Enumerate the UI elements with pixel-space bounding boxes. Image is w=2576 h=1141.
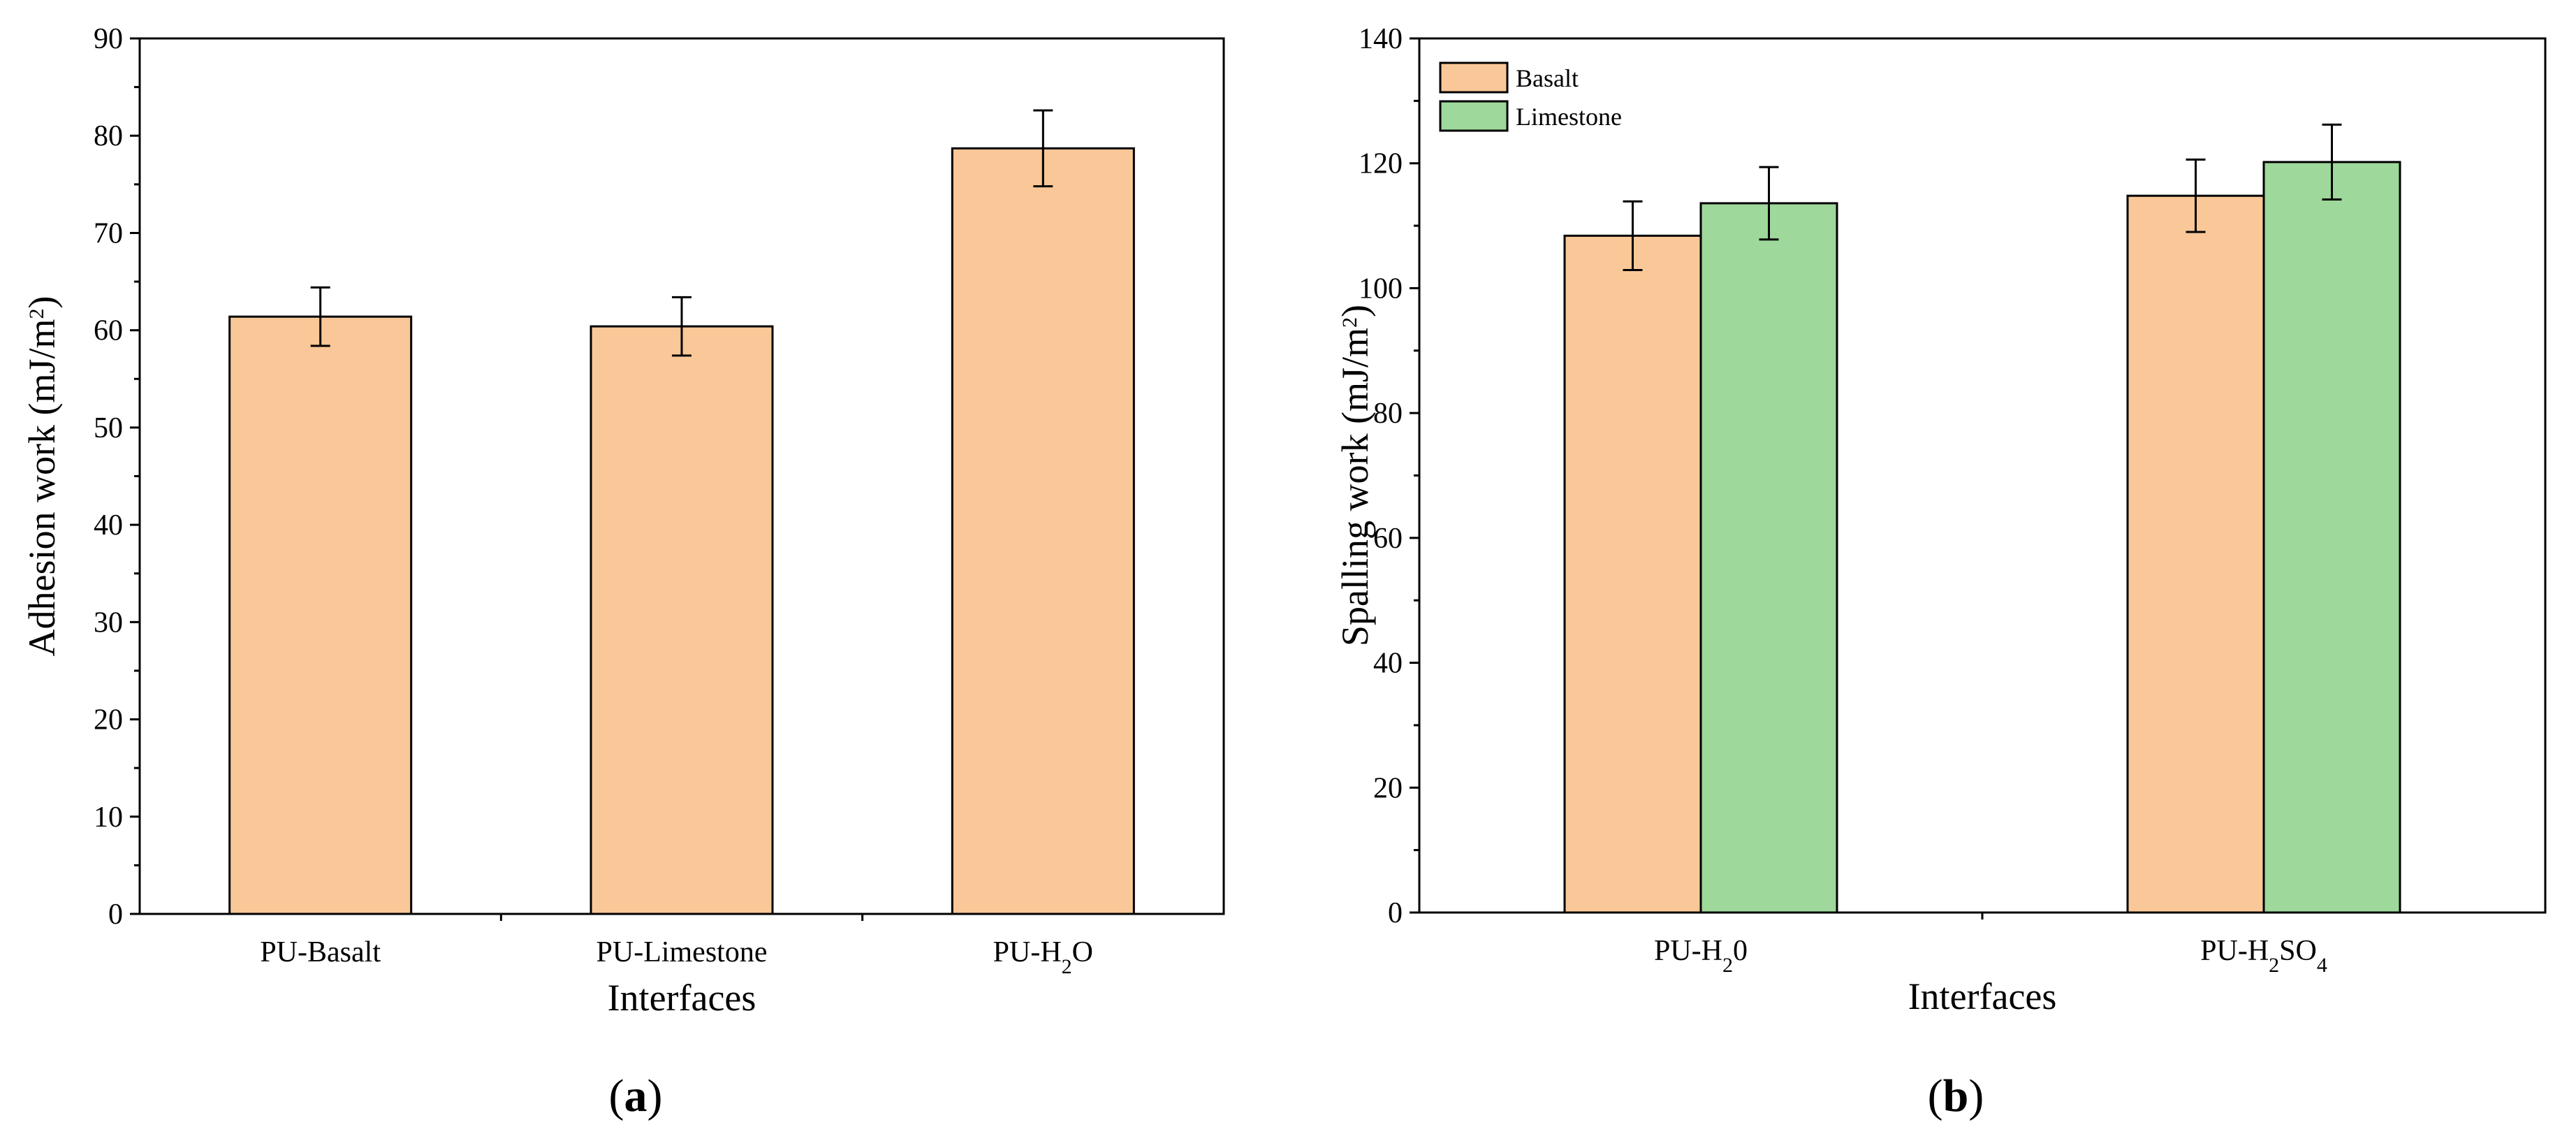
legend-swatch-basalt [1439, 61, 1509, 94]
y-tick-label: 20 [1373, 772, 1403, 804]
x-tick-label-2: PU-H2O [993, 936, 1093, 978]
panel-label-close: ) [647, 1070, 663, 1121]
y-tick-label: 40 [1373, 648, 1403, 680]
y-tick-label: 80 [94, 120, 123, 152]
x-tick-label-text: PU-H [993, 936, 1062, 968]
y-tick-label: 120 [1359, 148, 1403, 180]
y-axis-title-close: ) [21, 296, 63, 309]
x-tick-label-suffix: 0 [1733, 935, 1748, 967]
panel-label-open: ( [609, 1070, 624, 1121]
x-tick-label-subscript-2: 4 [2317, 954, 2327, 977]
y-tick-label: 60 [94, 315, 123, 347]
panel-label-letter: b [1943, 1070, 1969, 1121]
bar-value-1 [590, 325, 774, 915]
chart-panel-b: PU-H20 PU-H2SO4020406080100120140Interfac… [1334, 23, 2547, 1121]
y-axis-title: Adhesion work (mJ/m2) [21, 296, 63, 657]
y-tick-label: 0 [1388, 897, 1403, 929]
x-tick-label-0: PU-H20 [1654, 935, 1748, 977]
y-tick-label: 50 [94, 412, 123, 444]
bar-limestone-1 [2262, 161, 2401, 914]
bar-value-0 [228, 315, 413, 915]
y-tick-label: 40 [94, 509, 123, 542]
bar-value-2 [951, 147, 1135, 915]
y-tick-label: 30 [94, 606, 123, 639]
y-tick-label: 60 [1373, 523, 1403, 555]
x-tick-label-1: PU-H2SO4 [2200, 935, 2327, 977]
plot-frame [1418, 37, 2547, 914]
x-tick-label-text: PU-Limestone [597, 936, 768, 968]
x-tick-label-text: PU-Basalt [260, 936, 381, 968]
panel-label: (b) [1928, 1070, 1984, 1121]
y-tick-label: 0 [108, 899, 123, 931]
y-axis-title: Spalling work (mJ/m2) [1334, 305, 1376, 646]
y-tick-label: 70 [94, 217, 123, 249]
x-tick-label-subscript: 2 [1062, 955, 1072, 978]
legend-swatch-limestone [1439, 100, 1509, 132]
x-tick-label-suffix: O [1072, 936, 1093, 968]
y-axis-title-text: Adhesion work (mJ/m [21, 319, 63, 657]
x-tick-label-subscript: 2 [2269, 954, 2279, 977]
x-tick-label-1: PU-Limestone [597, 936, 768, 968]
y-axis-title-superscript: 2 [25, 309, 48, 319]
y-axis-title-text: Spalling work (mJ/m [1334, 328, 1376, 646]
x-axis-title: Interfaces [1908, 975, 2057, 1017]
panel-label: (a) [609, 1070, 663, 1121]
bar-basalt-1 [2126, 194, 2265, 914]
chart-panel-a: PU-Basalt PU-Limestone PU-H2O0102030405060… [21, 23, 1225, 1121]
panel-label-letter: a [624, 1070, 647, 1121]
panel-label-close: ) [1968, 1070, 1984, 1121]
x-tick-label-text: PU-H [1654, 935, 1722, 967]
legend-label-basalt: Basalt [1516, 64, 1579, 92]
y-axis-title-superscript: 2 [1338, 317, 1361, 328]
x-axis-title: Interfaces [608, 977, 756, 1019]
y-tick-label: 100 [1359, 272, 1403, 305]
x-tick-label-subscript: 2 [1722, 954, 1733, 977]
plot-frame [138, 37, 1225, 915]
panel-label-open: ( [1928, 1070, 1943, 1121]
bar-basalt-0 [1563, 234, 1702, 914]
y-tick-label: 20 [94, 704, 123, 736]
x-tick-label-text: PU-H [2200, 935, 2269, 967]
x-tick-label-0: PU-Basalt [260, 936, 381, 968]
legend-label-limestone: Limestone [1516, 103, 1622, 131]
y-tick-label: 80 [1373, 398, 1403, 430]
y-tick-label: 10 [94, 801, 123, 834]
y-tick-label: 90 [94, 23, 123, 55]
y-tick-label: 140 [1359, 23, 1403, 55]
x-tick-label-suffix: SO [2279, 935, 2317, 967]
bar-limestone-0 [1699, 202, 1838, 914]
y-axis-title-close: ) [1334, 305, 1376, 317]
